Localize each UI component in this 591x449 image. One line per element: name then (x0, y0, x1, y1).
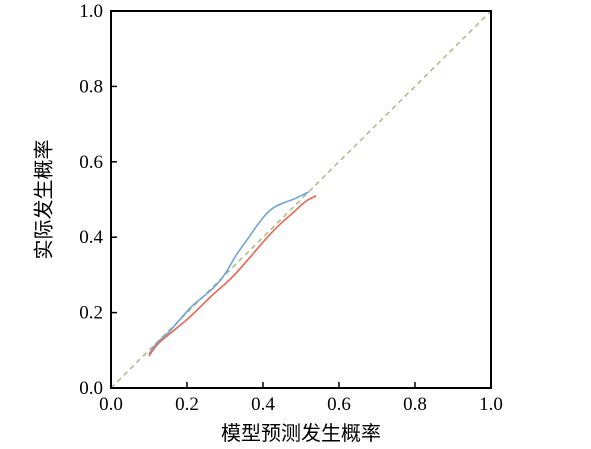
x-tick-label: 0.6 (327, 394, 351, 415)
y-tick-label: 0.4 (79, 227, 103, 248)
y-tick-label: 0.6 (79, 152, 103, 173)
y-axis-ticks: 0.0 0.2 0.4 0.6 0.8 1.0 (79, 1, 117, 399)
x-axis-title: 模型预测发生概率 (221, 421, 381, 445)
series-line-2 (148, 195, 317, 357)
x-tick-label: 0.2 (175, 394, 199, 415)
series-line-1 (148, 191, 309, 355)
y-axis-title: 实际发生概率 (32, 140, 56, 260)
y-tick-label: 0.2 (79, 303, 103, 324)
reference-diagonal-line (110, 10, 492, 389)
x-tick-label: 0.0 (99, 394, 123, 415)
y-tick-label: 0.0 (79, 378, 103, 399)
y-tick-label: 1.0 (79, 1, 103, 22)
x-axis-ticks: 0.0 0.2 0.4 0.6 0.8 1.0 (99, 382, 503, 415)
series-layer (148, 191, 317, 357)
x-tick-label: 1.0 (479, 394, 503, 415)
plot-area (110, 10, 492, 389)
plot-frame (110, 10, 492, 389)
y-tick-label: 0.8 (79, 76, 103, 97)
x-tick-label: 0.8 (403, 394, 427, 415)
x-tick-label: 0.4 (251, 394, 275, 415)
